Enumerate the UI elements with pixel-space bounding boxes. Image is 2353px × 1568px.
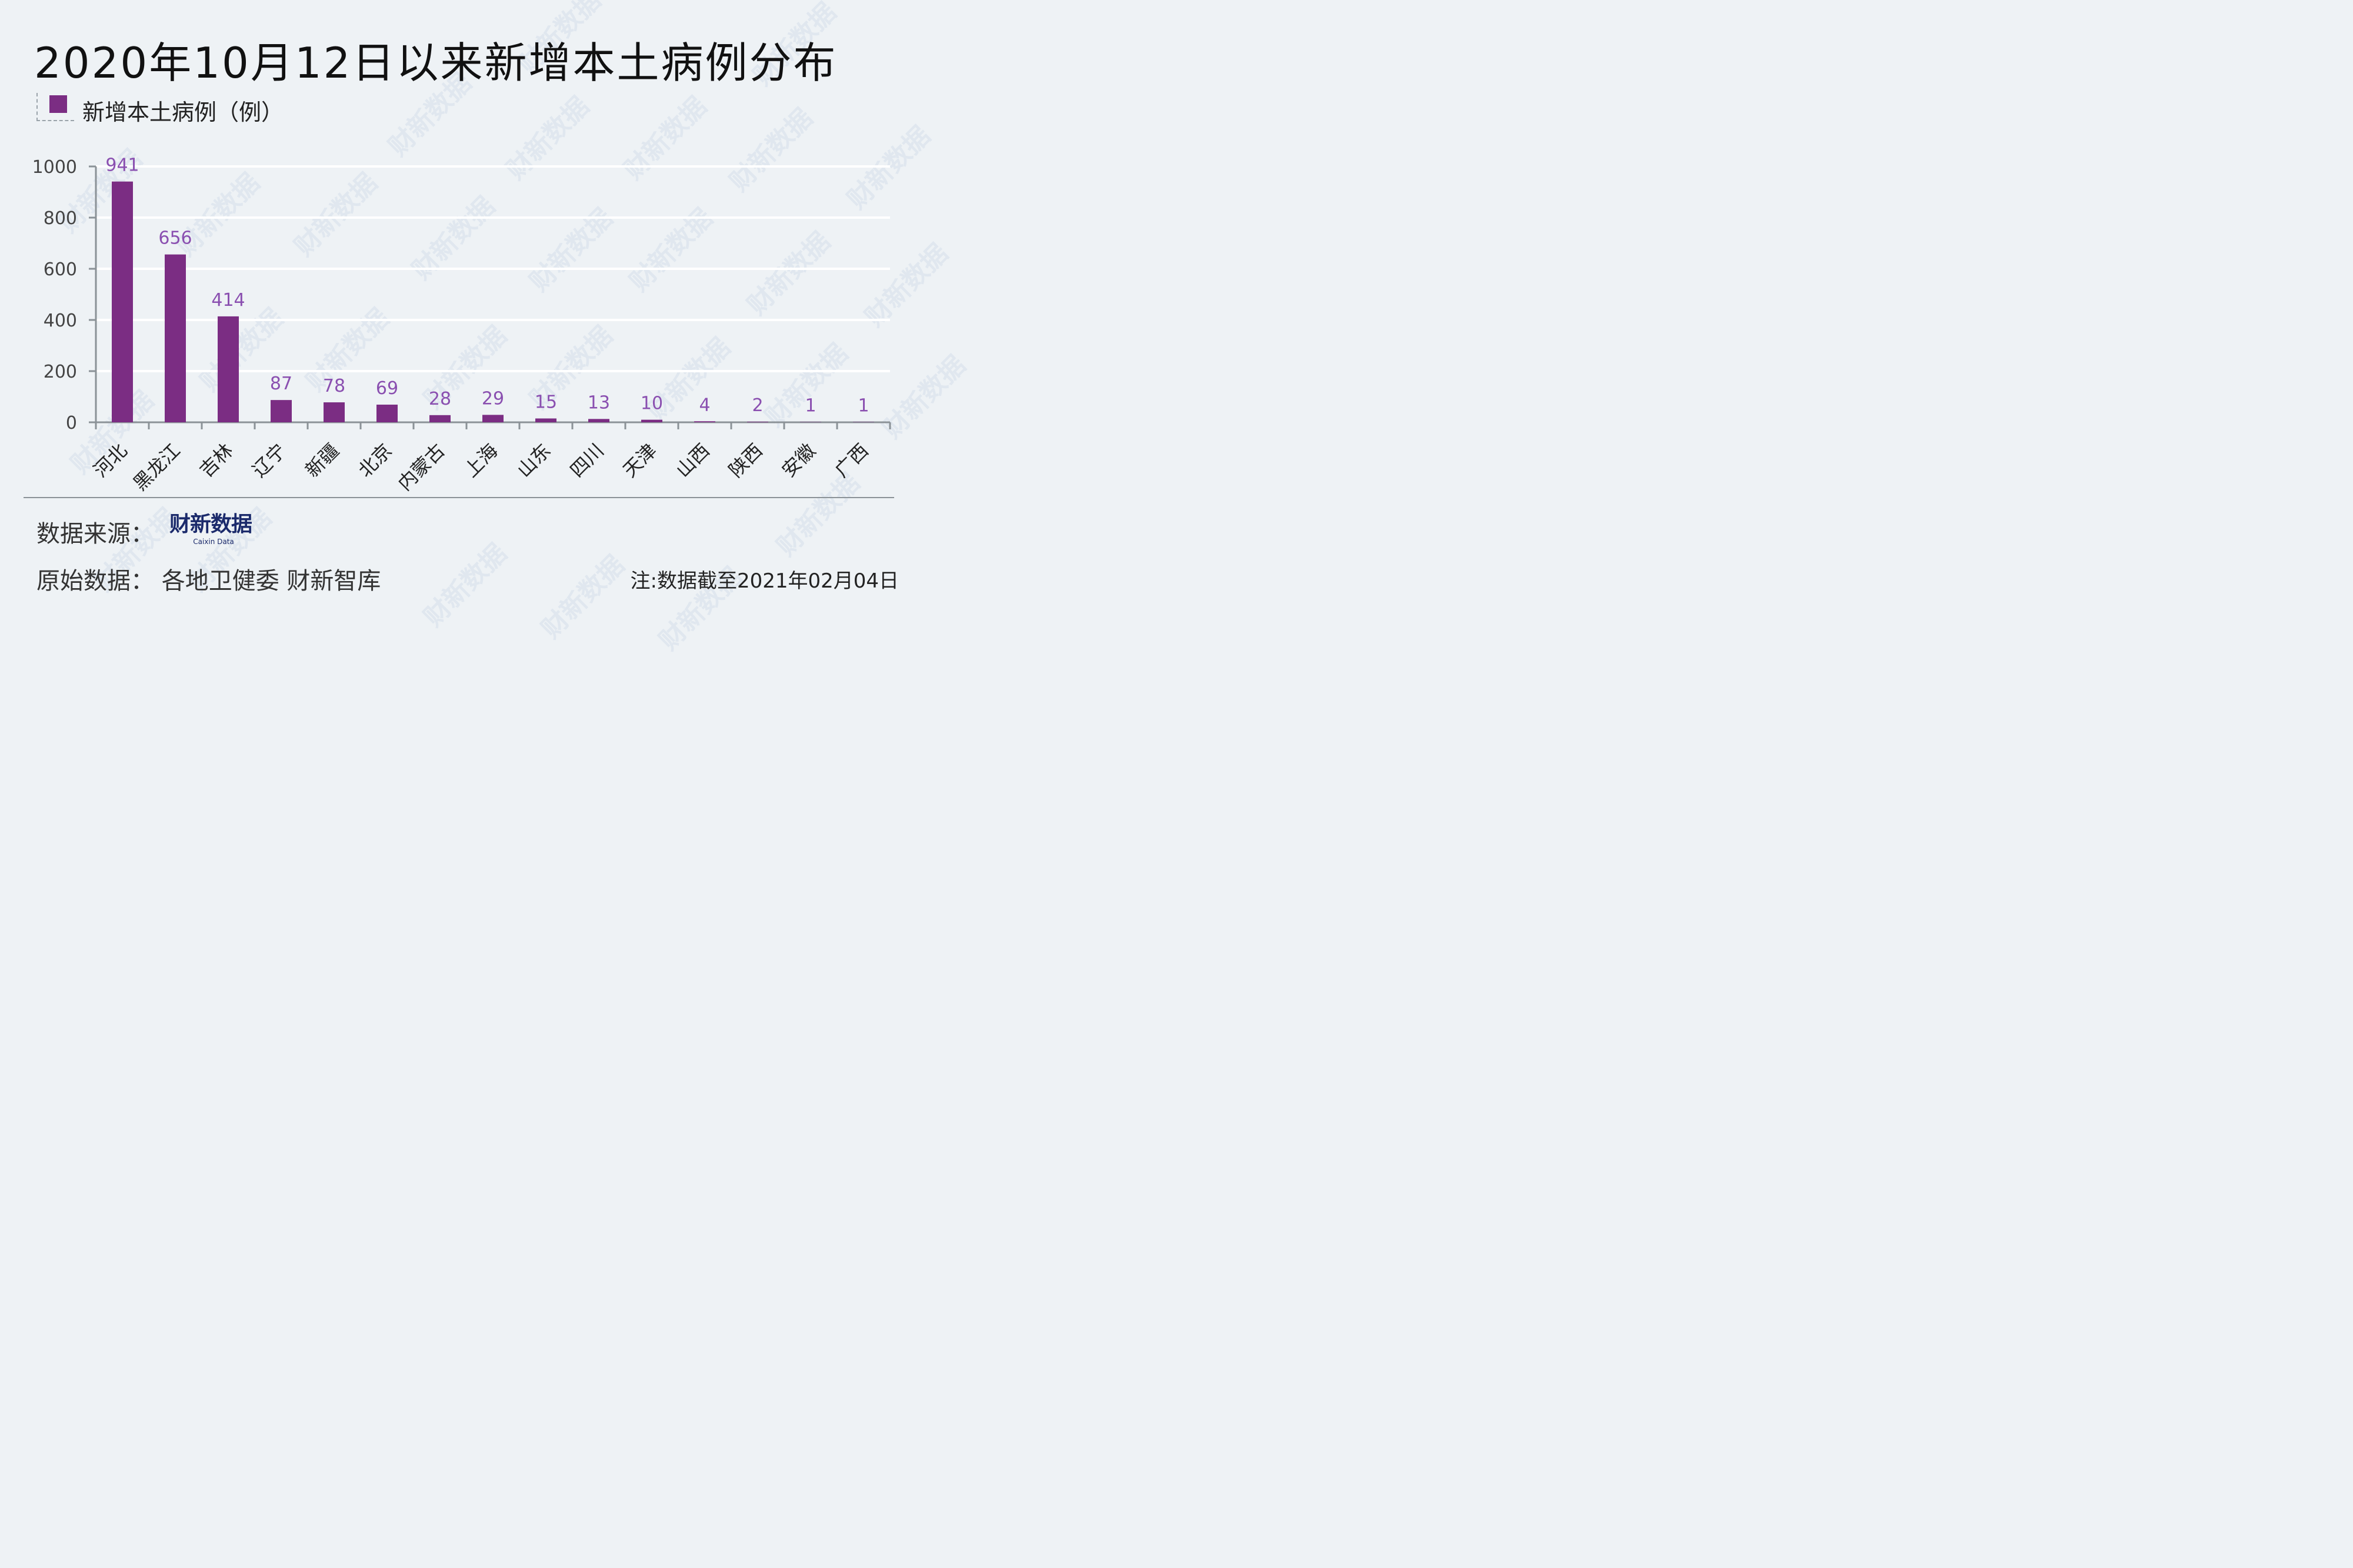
- legend-swatch: [49, 95, 67, 113]
- data-label: 2: [752, 395, 763, 416]
- y-tick-label: 400: [44, 311, 77, 331]
- y-tick-label: 800: [44, 208, 77, 229]
- x-category-label: 北京: [354, 439, 396, 482]
- bar: [482, 415, 504, 422]
- y-tick-label: 200: [44, 362, 77, 382]
- data-label: 941: [105, 155, 139, 176]
- data-label: 78: [323, 376, 345, 396]
- caixin-data-logo: 财新数据 Caixin Data: [169, 513, 258, 548]
- x-category-label: 山东: [513, 439, 555, 482]
- y-tick-label: 0: [66, 413, 77, 433]
- x-category-label: 广西: [831, 439, 873, 482]
- x-category-label: 吉林: [195, 439, 238, 482]
- logo-text: 财新数据: [169, 512, 252, 536]
- data-label: 656: [158, 228, 192, 249]
- y-tick-label: 1000: [32, 157, 77, 178]
- data-label: 414: [211, 290, 245, 311]
- bar: [271, 400, 292, 422]
- source-label: 数据来源：: [36, 521, 154, 548]
- bar: [324, 402, 345, 422]
- logo-subtext: Caixin Data: [193, 538, 234, 546]
- chart-title: 2020年10月12日以来新增本土病例分布: [34, 38, 838, 88]
- footer-divider: [24, 497, 894, 498]
- y-tick-label: 600: [44, 259, 77, 280]
- data-label: 69: [376, 378, 398, 399]
- x-category-label: 内蒙古: [394, 439, 449, 495]
- x-category-label: 四川: [566, 439, 608, 482]
- watermark: 财新数据: [418, 538, 513, 633]
- data-label: 29: [482, 388, 504, 409]
- x-category-label: 陕西: [725, 439, 767, 482]
- data-label: 13: [588, 392, 610, 413]
- x-category-label: 天津: [619, 439, 661, 482]
- bar: [165, 254, 186, 422]
- legend-label: 新增本土病例（例）: [82, 99, 284, 125]
- x-category-label: 河北: [89, 439, 132, 482]
- bar: [694, 421, 715, 422]
- data-label: 1: [858, 396, 869, 416]
- data-label: 15: [535, 392, 557, 412]
- bar: [535, 418, 556, 422]
- x-category-label: 山西: [672, 439, 714, 482]
- bar: [376, 404, 398, 422]
- x-category-label: 辽宁: [248, 439, 291, 482]
- data-label: 87: [270, 373, 292, 394]
- watermark: 财新数据: [535, 549, 631, 645]
- bar-chart: 0 200 400 600 800 1000 941 河北 656 黑龙江 414 吉林 87 辽宁 78 新…: [32, 155, 891, 495]
- data-label: 10: [641, 393, 663, 414]
- data-label: 28: [429, 389, 451, 409]
- legend-frame: [36, 93, 74, 121]
- data-label: 1: [805, 396, 816, 416]
- x-category-label: 新疆: [301, 439, 344, 482]
- bar: [641, 419, 662, 422]
- origin-label: 原始数据： 各地卫健委 财新智库: [36, 568, 381, 595]
- bar: [112, 181, 133, 422]
- bar: [429, 415, 451, 422]
- x-category-label: 上海: [460, 439, 502, 482]
- x-category-label: 黑龙江: [129, 439, 185, 495]
- data-label: 4: [699, 395, 710, 415]
- bar: [588, 419, 609, 422]
- x-category-label: 安徽: [778, 439, 820, 482]
- bar: [218, 316, 239, 422]
- data-note: 注:数据截至2021年02月04日: [630, 569, 899, 593]
